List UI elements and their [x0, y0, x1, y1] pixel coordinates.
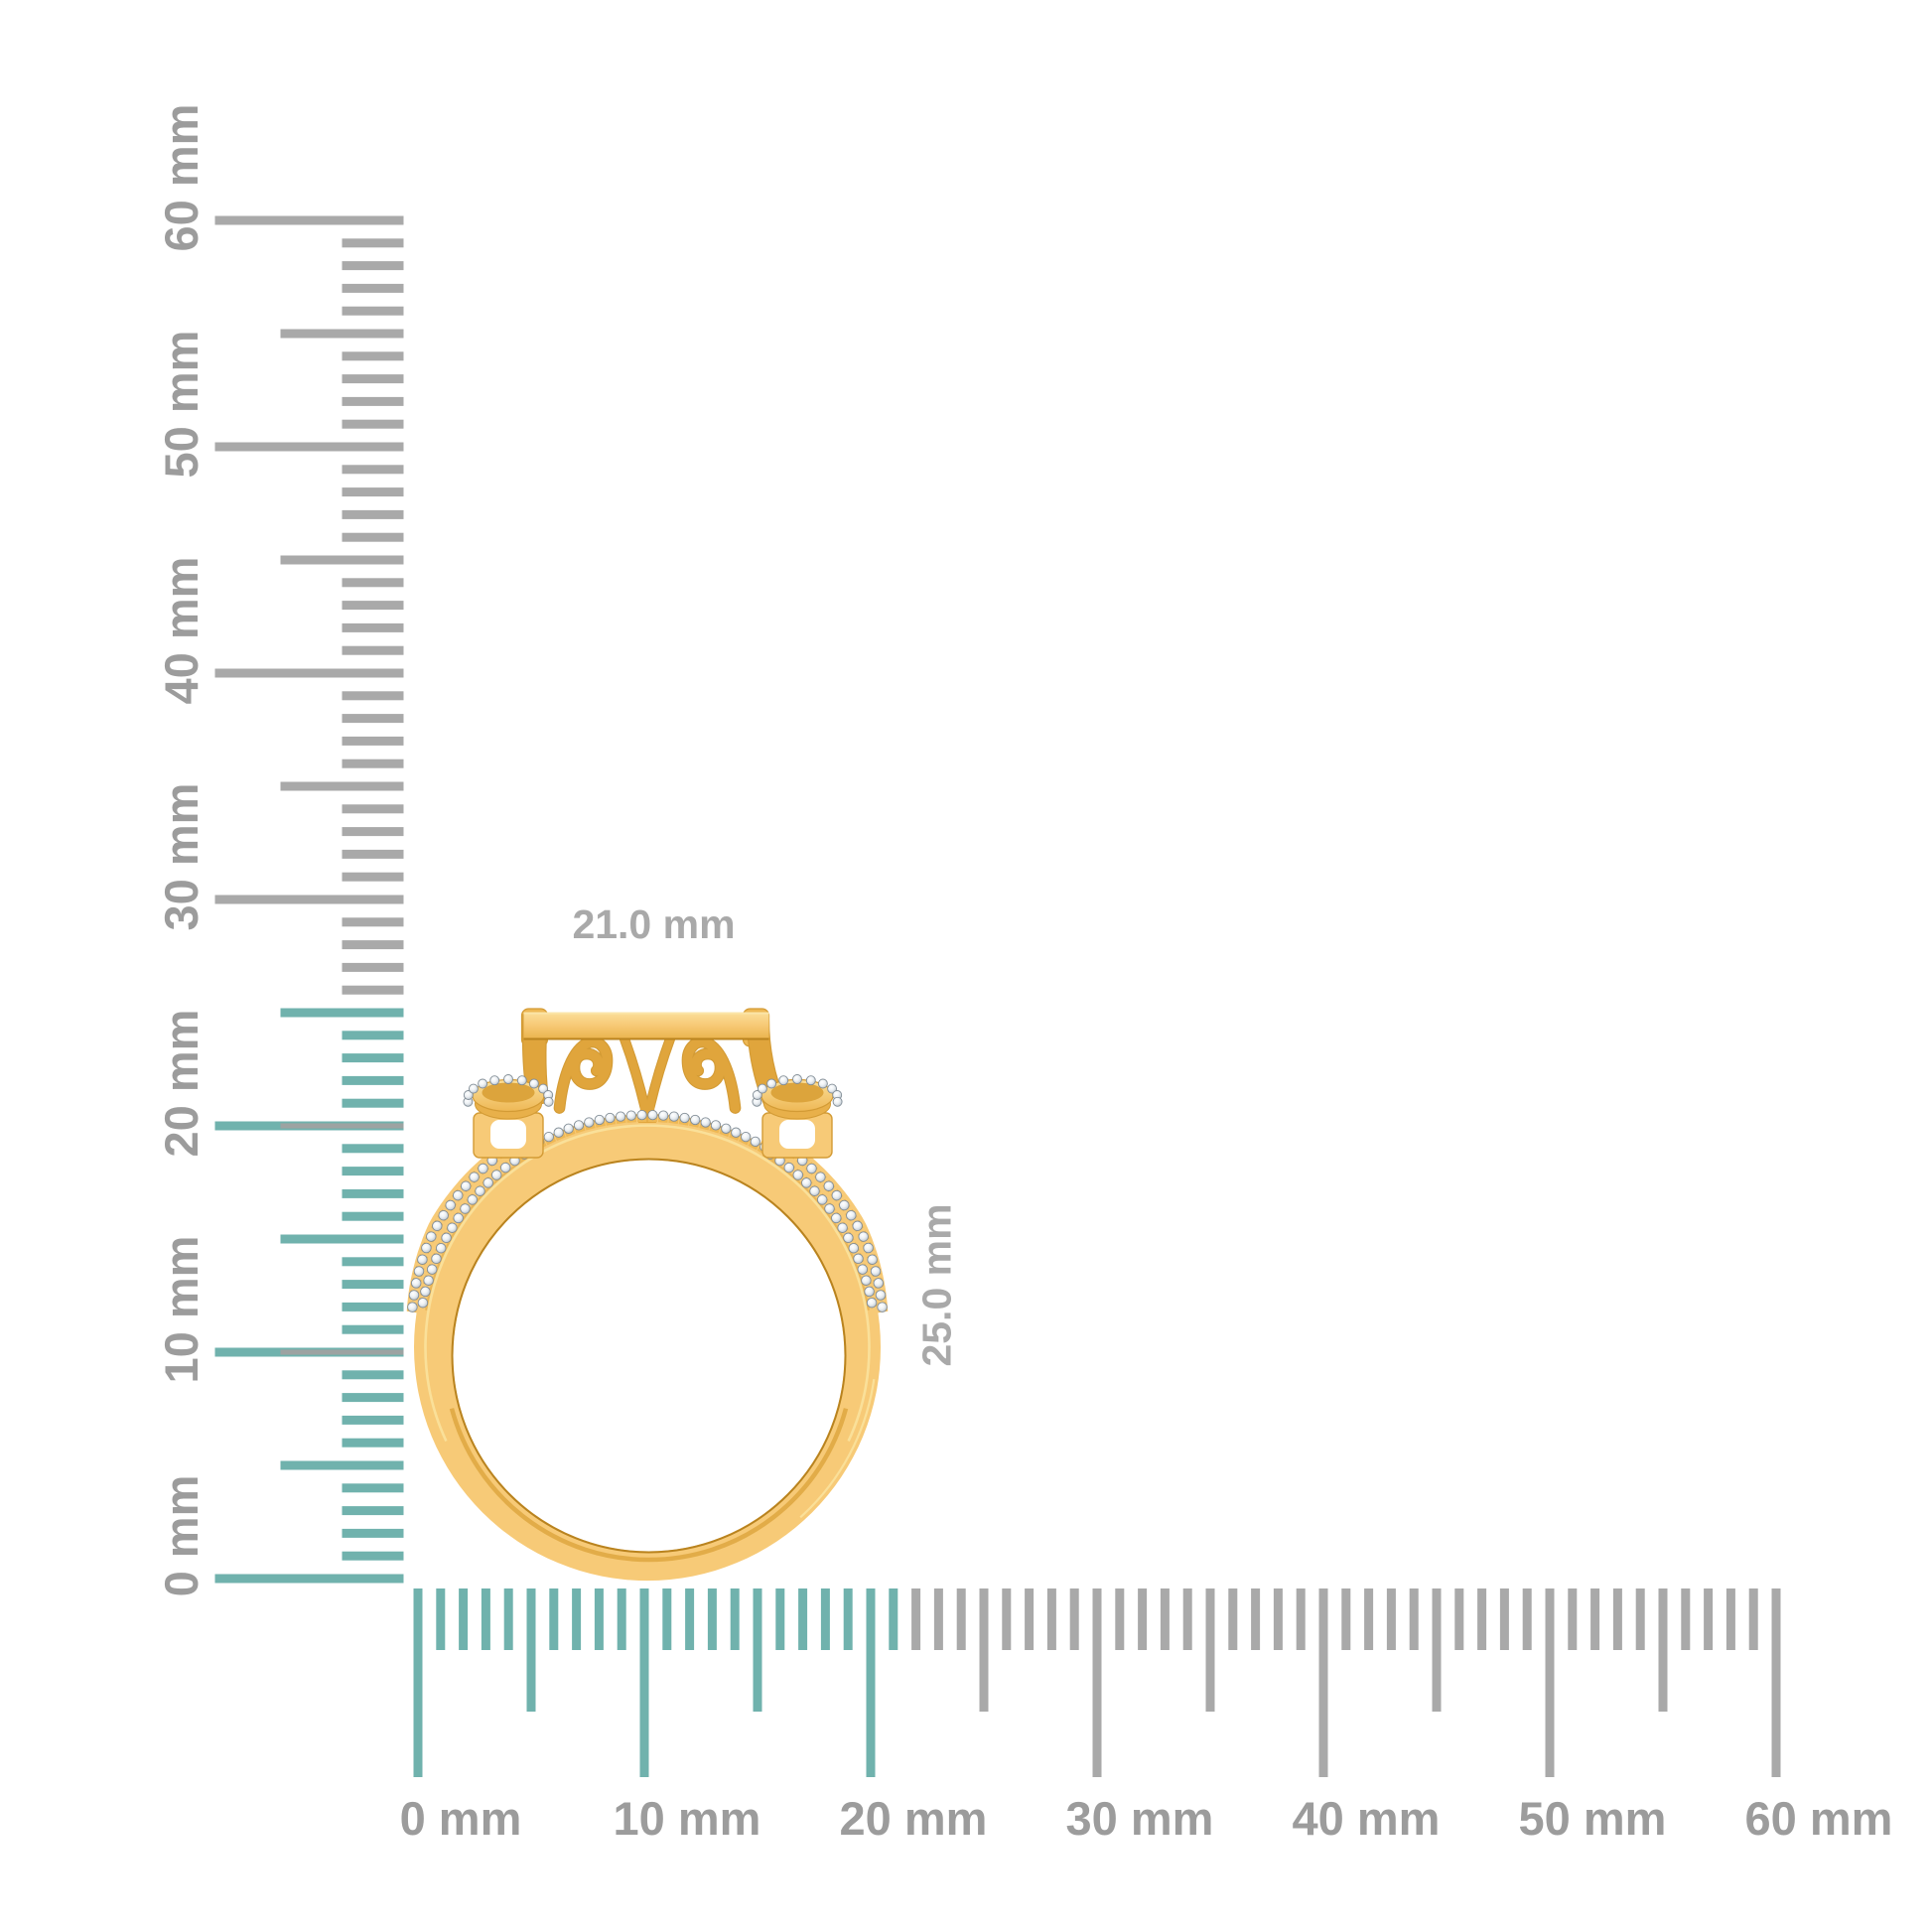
svg-text:40 mm: 40 mm — [1293, 1792, 1441, 1845]
svg-text:20 mm: 20 mm — [840, 1792, 988, 1845]
svg-text:0 mm: 0 mm — [155, 1475, 207, 1597]
svg-text:0 mm: 0 mm — [400, 1792, 522, 1845]
svg-text:20 mm: 20 mm — [155, 1010, 207, 1158]
svg-text:40 mm: 40 mm — [155, 557, 207, 705]
svg-text:10 mm: 10 mm — [614, 1792, 761, 1845]
svg-text:50 mm: 50 mm — [1519, 1792, 1667, 1845]
svg-text:21.0 mm: 21.0 mm — [572, 901, 735, 947]
svg-text:60 mm: 60 mm — [155, 104, 207, 252]
svg-text:30 mm: 30 mm — [1066, 1792, 1214, 1845]
svg-text:25.0 mm: 25.0 mm — [914, 1203, 960, 1366]
svg-text:30 mm: 30 mm — [155, 783, 207, 931]
svg-text:10 mm: 10 mm — [155, 1236, 207, 1384]
svg-text:50 mm: 50 mm — [155, 331, 207, 479]
svg-text:60 mm: 60 mm — [1745, 1792, 1893, 1845]
